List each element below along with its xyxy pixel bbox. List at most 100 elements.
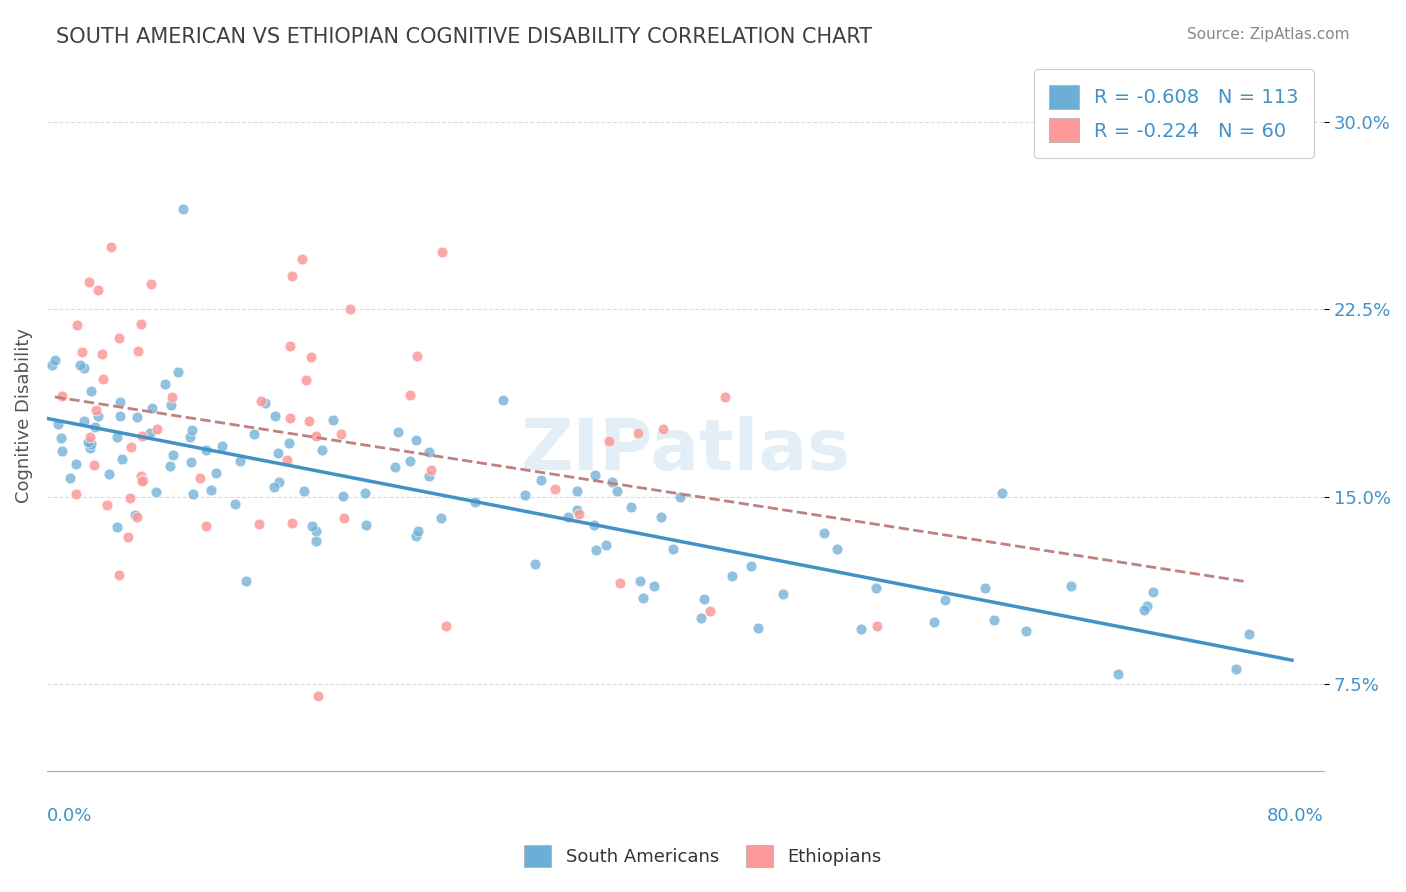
Point (84, 403, 107, 417)
Point (598, 434, 620, 448)
Point (530, 473, 553, 487)
Point (301, 519, 323, 533)
Point (280, 268, 302, 283)
Point (87, 283, 110, 297)
Point (583, 518, 606, 533)
Point (693, 591, 716, 606)
Point (129, 468, 152, 483)
Point (145, 422, 167, 436)
Point (568, 507, 591, 521)
Point (162, 448, 184, 462)
Point (353, 486, 375, 500)
Point (1060, 579, 1083, 593)
Point (211, 439, 233, 453)
Point (544, 482, 567, 496)
Point (1239, 627, 1261, 641)
Point (73, 360, 96, 375)
Point (652, 422, 675, 436)
Point (628, 574, 651, 589)
Point (524, 557, 547, 571)
Point (269, 475, 291, 489)
Point (145, 485, 167, 500)
Point (714, 390, 737, 404)
Point (263, 409, 285, 423)
Point (194, 519, 217, 533)
Point (513, 488, 536, 502)
Point (132, 474, 155, 488)
Point (418, 445, 440, 459)
Point (721, 569, 744, 583)
Point (83, 458, 105, 472)
Point (59, 471, 82, 485)
Point (249, 393, 271, 408)
Point (606, 483, 628, 498)
Point (813, 525, 835, 540)
Point (849, 622, 872, 636)
Point (90, 347, 112, 361)
Point (747, 621, 769, 635)
Point (65, 487, 87, 501)
Point (183, 487, 205, 501)
Point (567, 503, 589, 517)
Point (80, 436, 103, 450)
Point (305, 534, 328, 549)
Point (1142, 585, 1164, 599)
Point (332, 489, 354, 503)
Point (305, 524, 328, 538)
Point (44, 353, 66, 368)
Point (281, 516, 304, 530)
Point (267, 446, 290, 460)
Point (100, 240, 122, 254)
Point (166, 365, 188, 379)
Point (825, 541, 848, 556)
Point (124, 508, 146, 522)
Point (87, 409, 110, 424)
Point (339, 302, 361, 317)
Point (172, 202, 194, 217)
Point (292, 484, 315, 499)
Point (110, 452, 132, 467)
Point (97, 467, 120, 481)
Point (235, 574, 257, 589)
Point (205, 466, 228, 480)
Point (46, 417, 69, 431)
Point (418, 468, 440, 483)
Point (277, 436, 299, 450)
Point (120, 491, 142, 506)
Point (70, 345, 93, 359)
Point (419, 463, 441, 477)
Point (405, 529, 427, 543)
Point (934, 593, 956, 607)
Point (399, 454, 422, 468)
Point (434, 619, 457, 633)
Point (159, 459, 181, 474)
Point (492, 393, 515, 408)
Point (740, 559, 762, 574)
Point (141, 401, 163, 416)
Point (333, 511, 356, 525)
Point (567, 484, 589, 499)
Point (974, 581, 997, 595)
Point (585, 542, 607, 557)
Point (66, 318, 89, 332)
Point (76, 434, 98, 449)
Point (73, 414, 96, 428)
Point (430, 244, 453, 259)
Point (180, 455, 202, 469)
Point (627, 425, 650, 440)
Point (643, 579, 665, 593)
Point (229, 454, 252, 468)
Point (83, 419, 105, 434)
Point (80, 384, 103, 399)
Point (247, 516, 270, 531)
Text: 80.0%: 80.0% (1267, 806, 1324, 825)
Point (108, 409, 131, 423)
Point (464, 495, 486, 509)
Point (107, 567, 129, 582)
Point (600, 475, 623, 489)
Point (79, 430, 101, 444)
Point (583, 467, 606, 482)
Point (179, 429, 201, 443)
Point (120, 440, 142, 454)
Point (650, 510, 672, 524)
